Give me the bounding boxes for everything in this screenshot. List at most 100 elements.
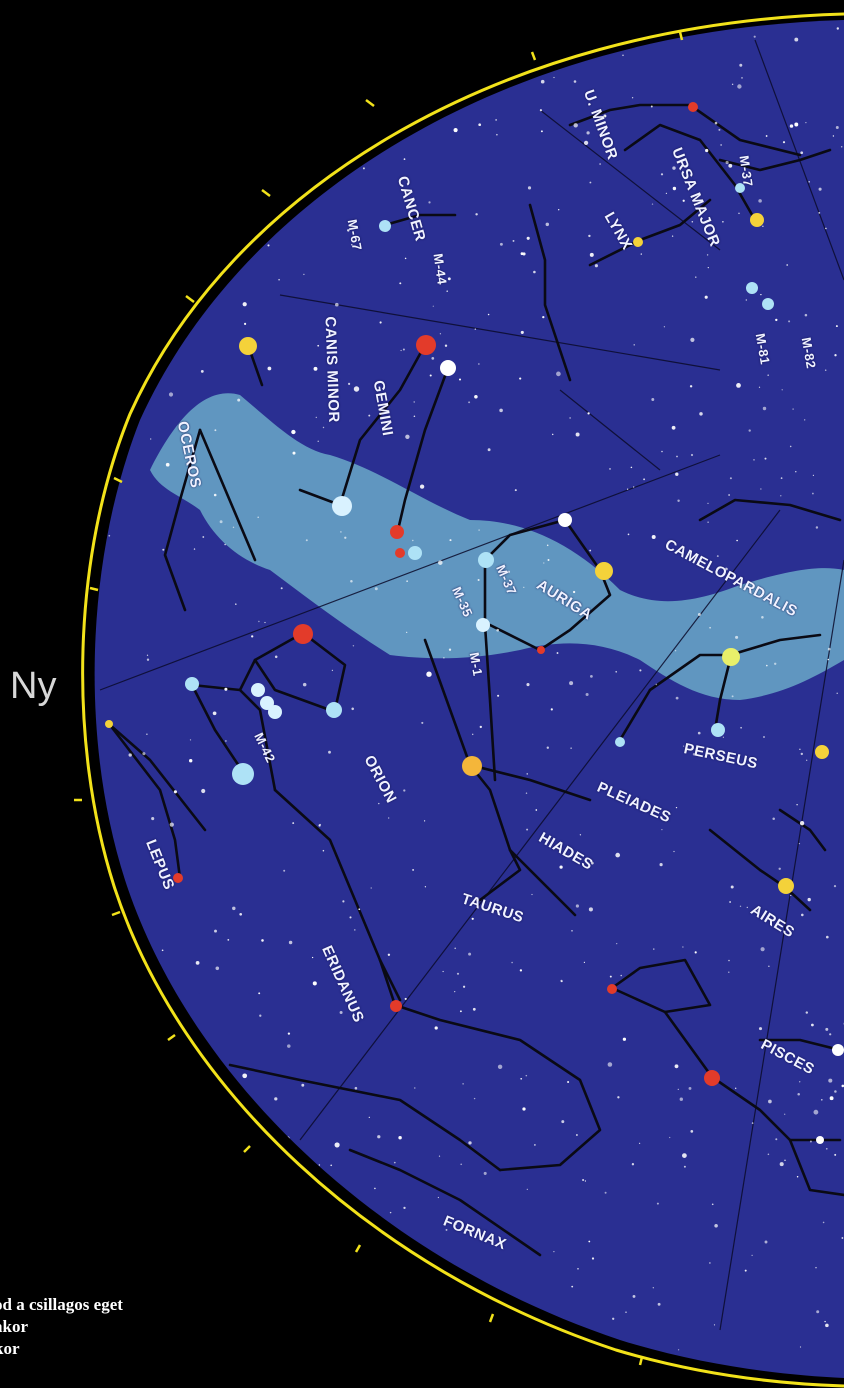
faint-star — [244, 322, 247, 325]
faint-star — [661, 450, 663, 453]
faint-star — [434, 1026, 438, 1030]
faint-star — [556, 652, 559, 654]
faint-star — [447, 277, 451, 281]
faint-star — [824, 369, 827, 371]
faint-star — [164, 1251, 167, 1254]
faint-star — [150, 438, 152, 440]
faint-star — [261, 939, 264, 942]
faint-star — [340, 531, 342, 533]
faint-star — [651, 398, 655, 401]
faint-star — [836, 692, 838, 695]
faint-star — [705, 148, 709, 153]
faint-star — [499, 242, 503, 246]
faint-star — [588, 234, 591, 238]
faint-star — [794, 37, 799, 42]
faint-star — [609, 975, 612, 978]
faint-star — [107, 897, 110, 900]
faint-star — [477, 578, 480, 582]
faint-star — [152, 275, 154, 277]
faint-star — [278, 278, 280, 281]
faint-star — [671, 235, 674, 237]
faint-star — [575, 904, 579, 908]
faint-star — [287, 1032, 291, 1035]
faint-star — [360, 1319, 362, 1321]
faint-star — [631, 1163, 635, 1166]
faint-star — [227, 938, 230, 941]
faint-star — [553, 76, 555, 79]
faint-star — [483, 1171, 487, 1175]
faint-star — [650, 105, 653, 108]
faint-star — [264, 172, 268, 175]
faint-star — [740, 726, 742, 729]
faint-star — [825, 1323, 829, 1328]
faint-star — [195, 961, 200, 965]
faint-star — [456, 972, 460, 975]
faint-star — [695, 276, 697, 278]
faint-star — [127, 174, 131, 178]
faint-star — [94, 1243, 97, 1245]
faint-star — [725, 160, 729, 165]
faint-star — [487, 1337, 491, 1340]
faint-star — [612, 1317, 615, 1320]
faint-star — [790, 894, 792, 897]
faint-star — [273, 204, 276, 207]
faint-star — [539, 37, 544, 41]
star — [390, 1000, 402, 1012]
faint-star — [63, 43, 64, 44]
faint-star — [571, 929, 573, 932]
faint-star — [834, 1090, 837, 1093]
faint-star — [443, 657, 445, 659]
faint-star — [796, 1176, 799, 1178]
faint-star — [97, 237, 101, 241]
faint-star — [804, 419, 806, 421]
faint-star — [583, 961, 586, 964]
faint-star — [809, 1140, 812, 1143]
faint-star — [682, 946, 684, 948]
faint-star — [368, 414, 371, 417]
faint-star — [519, 969, 523, 972]
faint-star — [691, 220, 694, 223]
faint-star — [449, 539, 452, 542]
faint-star — [214, 929, 217, 933]
faint-star — [185, 1021, 188, 1024]
faint-star — [280, 587, 283, 590]
faint-star — [59, 648, 61, 650]
faint-star — [285, 1255, 289, 1260]
faint-star — [525, 1074, 528, 1077]
star — [595, 562, 613, 580]
faint-star — [745, 299, 747, 301]
faint-star — [789, 445, 792, 448]
faint-star — [348, 74, 352, 77]
faint-star — [224, 1342, 227, 1344]
faint-star — [351, 707, 354, 711]
faint-star — [200, 370, 204, 373]
star — [251, 683, 265, 697]
faint-star — [620, 974, 622, 977]
faint-star — [675, 696, 679, 700]
faint-star — [235, 603, 237, 605]
faint-star — [373, 1299, 378, 1304]
faint-star — [575, 1134, 578, 1136]
faint-star — [349, 1268, 353, 1271]
faint-star — [836, 27, 839, 30]
faint-star — [557, 24, 560, 26]
faint-star — [625, 1311, 627, 1313]
faint-star — [559, 865, 563, 869]
faint-star — [328, 750, 331, 754]
faint-star — [212, 711, 217, 716]
star — [440, 360, 456, 376]
faint-star — [799, 748, 801, 751]
faint-star — [781, 389, 783, 391]
faint-star — [311, 956, 314, 959]
faint-star — [173, 790, 177, 794]
faint-star — [412, 868, 415, 871]
faint-star — [533, 270, 536, 274]
faint-star — [161, 949, 164, 952]
faint-star — [507, 570, 511, 573]
faint-star — [609, 468, 611, 470]
faint-star — [824, 1320, 826, 1323]
faint-star — [265, 42, 267, 44]
star — [326, 702, 342, 718]
faint-star — [86, 1266, 87, 1267]
faint-star — [735, 635, 739, 639]
